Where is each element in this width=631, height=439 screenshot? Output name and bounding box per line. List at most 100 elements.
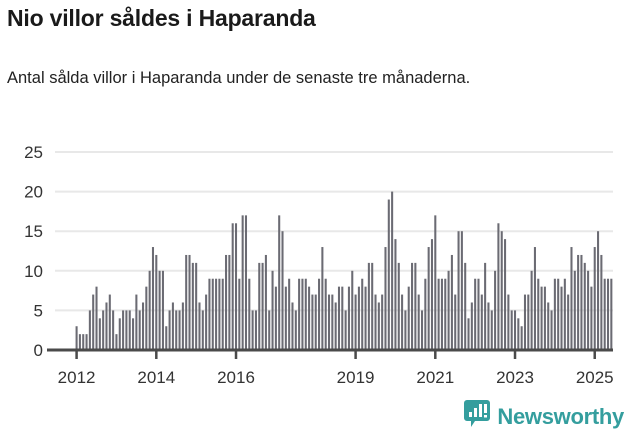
bar bbox=[557, 278, 560, 350]
bar bbox=[185, 254, 188, 350]
bar bbox=[291, 302, 294, 350]
page-title: Nio villor såldes i Haparanda bbox=[7, 5, 316, 31]
bar bbox=[278, 215, 281, 350]
bar bbox=[118, 318, 121, 350]
bar bbox=[484, 262, 487, 350]
bar bbox=[597, 231, 600, 350]
bar bbox=[427, 247, 430, 350]
bar bbox=[122, 310, 125, 350]
bar bbox=[211, 278, 214, 350]
x-axis-tick-label: 2019 bbox=[337, 368, 375, 387]
bar bbox=[244, 215, 248, 350]
bar bbox=[85, 334, 88, 350]
bar bbox=[178, 310, 181, 350]
bar bbox=[580, 254, 583, 350]
bar bbox=[205, 294, 208, 350]
bar bbox=[195, 262, 198, 350]
bar bbox=[437, 278, 440, 350]
bar bbox=[128, 310, 131, 350]
bar bbox=[271, 270, 274, 350]
bar bbox=[132, 318, 135, 350]
bar bbox=[135, 294, 138, 350]
bar bbox=[454, 294, 457, 350]
bar bbox=[430, 239, 434, 350]
bar bbox=[324, 278, 327, 350]
bar bbox=[168, 310, 171, 350]
bar bbox=[494, 270, 497, 350]
bar-chart-bubble-icon bbox=[464, 400, 491, 433]
x-axis-tick-label: 2016 bbox=[217, 368, 255, 387]
bar bbox=[540, 286, 543, 350]
bar bbox=[424, 278, 427, 350]
bar bbox=[504, 239, 507, 350]
bar bbox=[165, 326, 168, 350]
bar bbox=[583, 262, 586, 350]
bar bbox=[274, 286, 277, 350]
bar bbox=[341, 286, 344, 350]
bar bbox=[105, 302, 108, 350]
bar bbox=[440, 278, 443, 350]
bar bbox=[218, 278, 221, 350]
bar bbox=[610, 278, 613, 350]
bar bbox=[175, 310, 178, 350]
bar bbox=[231, 223, 234, 350]
bar bbox=[337, 286, 341, 350]
bar bbox=[411, 262, 414, 350]
bar bbox=[155, 254, 158, 350]
bar bbox=[115, 334, 118, 350]
bar bbox=[261, 262, 264, 350]
bar bbox=[497, 223, 500, 350]
bar bbox=[318, 278, 321, 350]
bar bbox=[145, 286, 148, 350]
bar bbox=[523, 294, 527, 350]
bar bbox=[490, 310, 493, 350]
bar bbox=[148, 270, 151, 350]
bar bbox=[587, 270, 590, 350]
bar bbox=[543, 286, 546, 350]
bar bbox=[570, 247, 573, 350]
chart-subtitle: Antal sålda villor i Haparanda under de … bbox=[7, 69, 471, 87]
bar bbox=[533, 247, 536, 350]
bar bbox=[374, 294, 377, 350]
y-axis-tick-label: 5 bbox=[34, 301, 43, 320]
bar bbox=[404, 310, 407, 350]
bar bbox=[281, 231, 284, 350]
bar bbox=[477, 278, 480, 350]
y-axis-tick-label: 25 bbox=[24, 143, 43, 162]
bar bbox=[268, 310, 271, 350]
bar bbox=[394, 239, 397, 350]
bar bbox=[603, 278, 606, 350]
bar bbox=[198, 302, 201, 350]
bar bbox=[228, 254, 231, 350]
bar bbox=[457, 231, 460, 350]
bar bbox=[158, 270, 161, 350]
bar bbox=[215, 278, 218, 350]
y-axis-tick-label: 0 bbox=[34, 341, 43, 360]
newsworthy-logo[interactable]: Newsworthy bbox=[464, 400, 624, 433]
bar bbox=[225, 254, 228, 350]
bar bbox=[414, 262, 417, 350]
bar bbox=[450, 254, 453, 350]
bar bbox=[308, 286, 311, 350]
bar bbox=[95, 286, 98, 350]
bar bbox=[547, 302, 550, 350]
bar bbox=[98, 318, 101, 350]
bar bbox=[563, 278, 566, 350]
bar bbox=[420, 310, 424, 350]
bar bbox=[384, 247, 387, 350]
bar bbox=[102, 310, 105, 350]
bar bbox=[288, 278, 291, 350]
bar bbox=[520, 326, 523, 350]
bar bbox=[417, 294, 420, 350]
bar bbox=[298, 278, 301, 350]
bar bbox=[191, 262, 194, 350]
bar bbox=[371, 262, 374, 350]
bar bbox=[474, 278, 477, 350]
bar bbox=[221, 278, 224, 350]
bar bbox=[251, 310, 254, 350]
bar bbox=[361, 278, 364, 350]
bar bbox=[593, 247, 596, 350]
bar bbox=[500, 231, 503, 350]
bar bbox=[600, 254, 603, 350]
